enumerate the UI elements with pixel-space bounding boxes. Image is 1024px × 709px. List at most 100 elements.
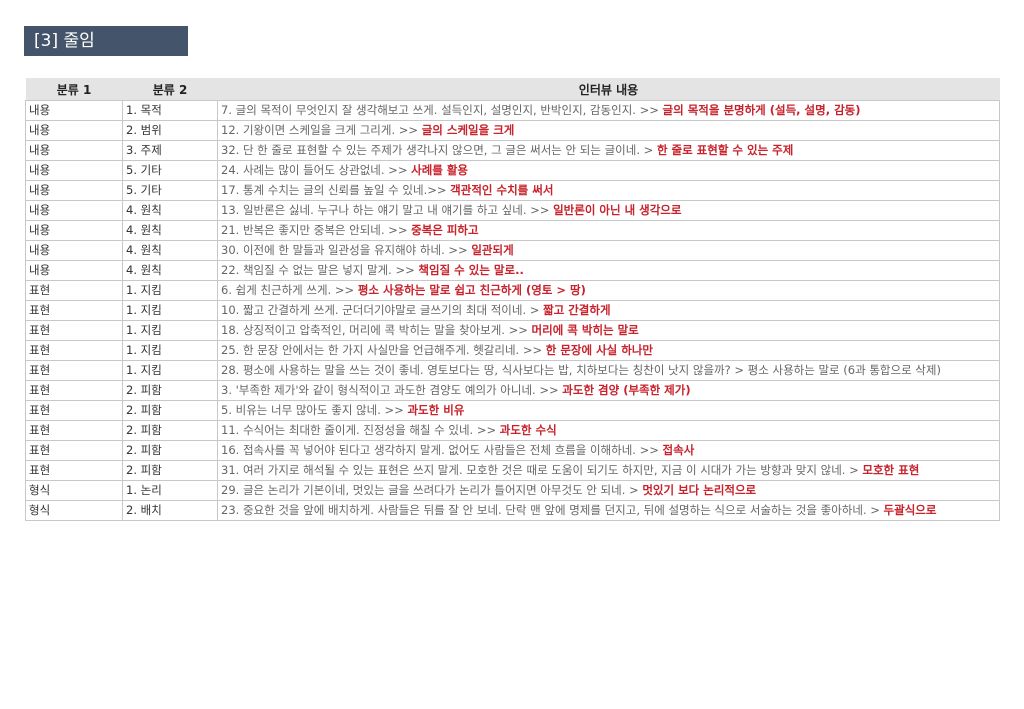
table-row: 내용 3. 주제 32. 단 한 줄로 표현할 수 있는 주제가 생각나지 않으면,… — [25, 140, 1000, 161]
category-2: 4. 원칙 — [122, 200, 218, 221]
table-row: 형식 2. 배치 23. 중요한 것을 앞에 배치하게. 사람들은 뒤를 잘 안 보… — [25, 500, 1000, 521]
table-row: 표현 2. 피함 5. 비유는 너무 많아도 좋지 않네. >> 과도한 비유 — [25, 400, 1000, 421]
interview-quote: 25. 한 문장 안에서는 한 가지 사실만을 언급해주게. 헷갈리네. >> — [221, 343, 546, 357]
interview-quote: 17. 통계 수치는 글의 신뢰를 높일 수 있네.>> — [221, 183, 451, 197]
category-2: 2. 피함 — [122, 420, 218, 441]
category-2: 1. 지킴 — [122, 340, 218, 361]
summary-highlight: 일관되게 — [471, 243, 514, 257]
interview-content: 10. 짧고 간결하게 쓰게. 군더더기야말로 글쓰기의 최대 적이네. > 짧… — [217, 300, 1000, 321]
summary-highlight: 중복은 피하고 — [411, 223, 479, 237]
table-row: 내용 1. 목적 7. 글의 목적이 무엇인지 잘 생각해보고 쓰게. 설득인지, … — [25, 100, 1000, 121]
category-1: 표현 — [25, 340, 123, 361]
table-row: 내용 4. 원칙 13. 일반론은 싫네. 누구나 하는 얘기 말고 내 얘기를 하… — [25, 200, 1000, 221]
category-1: 표현 — [25, 300, 123, 321]
interview-quote: 18. 상징적이고 압축적인, 머리에 콕 박히는 말을 찾아보게. >> — [221, 323, 532, 337]
category-1: 내용 — [25, 140, 123, 161]
summary-highlight: 접속사 — [662, 443, 695, 457]
section-title: [3] 줄임 — [24, 26, 188, 56]
header-category-1: 분류 1 — [25, 78, 123, 101]
category-2: 4. 원칙 — [122, 220, 218, 241]
interview-quote: 6. 쉽게 친근하게 쓰게. >> — [221, 283, 358, 297]
interview-content: 21. 반복은 좋지만 중복은 안되네. >> 중복은 피하고 — [217, 220, 1000, 241]
interview-content: 11. 수식어는 최대한 줄이게. 진정성을 해칠 수 있네. >> 과도한 수… — [217, 420, 1000, 441]
interview-content: 23. 중요한 것을 앞에 배치하게. 사람들은 뒤를 잘 안 보네. 단락 맨… — [217, 500, 1000, 521]
interview-quote: 21. 반복은 좋지만 중복은 안되네. >> — [221, 223, 412, 237]
interview-content: 28. 평소에 사용하는 말을 쓰는 것이 좋네. 영토보다는 땅, 식사보다는… — [217, 360, 1000, 381]
category-2: 1. 지킴 — [122, 300, 218, 321]
table-row: 내용 4. 원칙 30. 이전에 한 말들과 일관성을 유지해야 하네. >> 일관… — [25, 240, 1000, 261]
category-2: 2. 피함 — [122, 460, 218, 481]
table-row: 내용 2. 범위 12. 기왕이면 스케일을 크게 그리게. >> 글의 스케일을 … — [25, 120, 1000, 141]
header-interview-content: 인터뷰 내용 — [217, 78, 1000, 101]
category-1: 표현 — [25, 460, 123, 481]
category-1: 형식 — [25, 480, 123, 501]
interview-quote: 3. '부족한 제가'와 같이 형식적이고 과도한 겸양도 예의가 아니네. >… — [221, 383, 563, 397]
summary-highlight: 멋있기 보다 논리적으로 — [642, 483, 757, 497]
category-2: 4. 원칙 — [122, 240, 218, 261]
interview-quote: 23. 중요한 것을 앞에 배치하게. 사람들은 뒤를 잘 안 보네. 단락 맨… — [221, 503, 884, 517]
interview-content: 6. 쉽게 친근하게 쓰게. >> 평소 사용하는 말로 쉽고 친근하게 (영토… — [217, 280, 1000, 301]
summary-highlight: 한 줄로 표현할 수 있는 주제 — [656, 143, 794, 157]
interview-content: 13. 일반론은 싫네. 누구나 하는 얘기 말고 내 얘기를 하고 싶네. >… — [217, 200, 1000, 221]
table-header: 분류 1 분류 2 인터뷰 내용 — [25, 78, 1000, 101]
summary-highlight: 과도한 수식 — [499, 423, 557, 437]
interview-table: 분류 1 분류 2 인터뷰 내용 내용 1. 목적 7. 글의 목적이 무엇인지 잘… — [25, 78, 1000, 521]
summary-highlight: 글의 스케일을 크게 — [421, 123, 515, 137]
table-row: 표현 1. 지킴 28. 평소에 사용하는 말을 쓰는 것이 좋네. 영토보다는 땅… — [25, 360, 1000, 381]
category-2: 1. 지킴 — [122, 320, 218, 341]
table-row: 내용 5. 기타 24. 사례는 많이 들어도 상관없네. >> 사례를 활용 — [25, 160, 1000, 181]
interview-content: 22. 책임질 수 없는 말은 넣지 말게. >> 책임질 수 있는 말로.. — [217, 260, 1000, 281]
category-2: 3. 주제 — [122, 140, 218, 161]
interview-content: 30. 이전에 한 말들과 일관성을 유지해야 하네. >> 일관되게 — [217, 240, 1000, 261]
summary-highlight: 과도한 비유 — [407, 403, 465, 417]
interview-quote: 32. 단 한 줄로 표현할 수 있는 주제가 생각나지 않으면, 그 글은 써… — [221, 143, 657, 157]
category-1: 내용 — [25, 200, 123, 221]
interview-quote: 28. 평소에 사용하는 말을 쓰는 것이 좋네. 영토보다는 땅, 식사보다는… — [221, 363, 941, 377]
summary-highlight: 짧고 간결하게 — [543, 303, 611, 317]
category-2: 2. 피함 — [122, 380, 218, 401]
category-1: 표현 — [25, 280, 123, 301]
summary-highlight: 글의 목적을 분명하게 (설득, 설명, 감동) — [662, 103, 861, 117]
table-row: 표현 2. 피함 16. 접속사를 꼭 넣어야 된다고 생각하지 말게. 없어도 사… — [25, 440, 1000, 461]
table-row: 내용 5. 기타 17. 통계 수치는 글의 신뢰를 높일 수 있네.>> 객관적인… — [25, 180, 1000, 201]
interview-quote: 5. 비유는 너무 많아도 좋지 않네. >> — [221, 403, 408, 417]
table-row: 표현 1. 지킴 18. 상징적이고 압축적인, 머리에 콕 박히는 말을 찾아보게… — [25, 320, 1000, 341]
category-1: 내용 — [25, 240, 123, 261]
category-2: 2. 피함 — [122, 440, 218, 461]
summary-highlight: 객관적인 수치를 써서 — [450, 183, 554, 197]
summary-highlight: 두괄식으로 — [883, 503, 937, 517]
table-row: 표현 2. 피함 31. 여러 가지로 해석될 수 있는 표현은 쓰지 말게. 모호… — [25, 460, 1000, 481]
category-2: 1. 지킴 — [122, 360, 218, 381]
interview-content: 24. 사례는 많이 들어도 상관없네. >> 사례를 활용 — [217, 160, 1000, 181]
category-1: 내용 — [25, 120, 123, 141]
interview-content: 16. 접속사를 꼭 넣어야 된다고 생각하지 말게. 없어도 사람들은 전체 … — [217, 440, 1000, 461]
interview-quote: 11. 수식어는 최대한 줄이게. 진정성을 해칠 수 있네. >> — [221, 423, 500, 437]
category-1: 형식 — [25, 500, 123, 521]
table-row: 내용 4. 원칙 21. 반복은 좋지만 중복은 안되네. >> 중복은 피하고 — [25, 220, 1000, 241]
interview-quote: 10. 짧고 간결하게 쓰게. 군더더기야말로 글쓰기의 최대 적이네. > — [221, 303, 544, 317]
category-2: 4. 원칙 — [122, 260, 218, 281]
category-1: 표현 — [25, 400, 123, 421]
category-2: 2. 배치 — [122, 500, 218, 521]
interview-content: 12. 기왕이면 스케일을 크게 그리게. >> 글의 스케일을 크게 — [217, 120, 1000, 141]
table-row: 표현 1. 지킴 10. 짧고 간결하게 쓰게. 군더더기야말로 글쓰기의 최대 적… — [25, 300, 1000, 321]
interview-quote: 31. 여러 가지로 해석될 수 있는 표현은 쓰지 말게. 모호한 것은 때로… — [221, 463, 863, 477]
interview-content: 17. 통계 수치는 글의 신뢰를 높일 수 있네.>> 객관적인 수치를 써서 — [217, 180, 1000, 201]
interview-quote: 24. 사례는 많이 들어도 상관없네. >> — [221, 163, 412, 177]
category-2: 5. 기타 — [122, 160, 218, 181]
category-1: 내용 — [25, 260, 123, 281]
interview-quote: 30. 이전에 한 말들과 일관성을 유지해야 하네. >> — [221, 243, 472, 257]
category-1: 표현 — [25, 320, 123, 341]
category-2: 1. 논리 — [122, 480, 218, 501]
table-row: 표현 1. 지킴 25. 한 문장 안에서는 한 가지 사실만을 언급해주게. 헷갈… — [25, 340, 1000, 361]
table-row: 내용 4. 원칙 22. 책임질 수 없는 말은 넣지 말게. >> 책임질 수 있… — [25, 260, 1000, 281]
header-category-2: 분류 2 — [122, 78, 218, 101]
interview-content: 32. 단 한 줄로 표현할 수 있는 주제가 생각나지 않으면, 그 글은 써… — [217, 140, 1000, 161]
interview-content: 3. '부족한 제가'와 같이 형식적이고 과도한 겸양도 예의가 아니네. >… — [217, 380, 1000, 401]
table-row: 표현 2. 피함 11. 수식어는 최대한 줄이게. 진정성을 해칠 수 있네. >… — [25, 420, 1000, 441]
summary-highlight: 사례를 활용 — [411, 163, 469, 177]
table-row: 형식 1. 논리 29. 글은 논리가 기본이네, 멋있는 글을 쓰려다가 논리가 … — [25, 480, 1000, 501]
interview-quote: 29. 글은 논리가 기본이네, 멋있는 글을 쓰려다가 논리가 틀어지면 아무… — [221, 483, 643, 497]
interview-quote: 7. 글의 목적이 무엇인지 잘 생각해보고 쓰게. 설득인지, 설명인지, 반… — [221, 103, 663, 117]
interview-content: 25. 한 문장 안에서는 한 가지 사실만을 언급해주게. 헷갈리네. >> … — [217, 340, 1000, 361]
